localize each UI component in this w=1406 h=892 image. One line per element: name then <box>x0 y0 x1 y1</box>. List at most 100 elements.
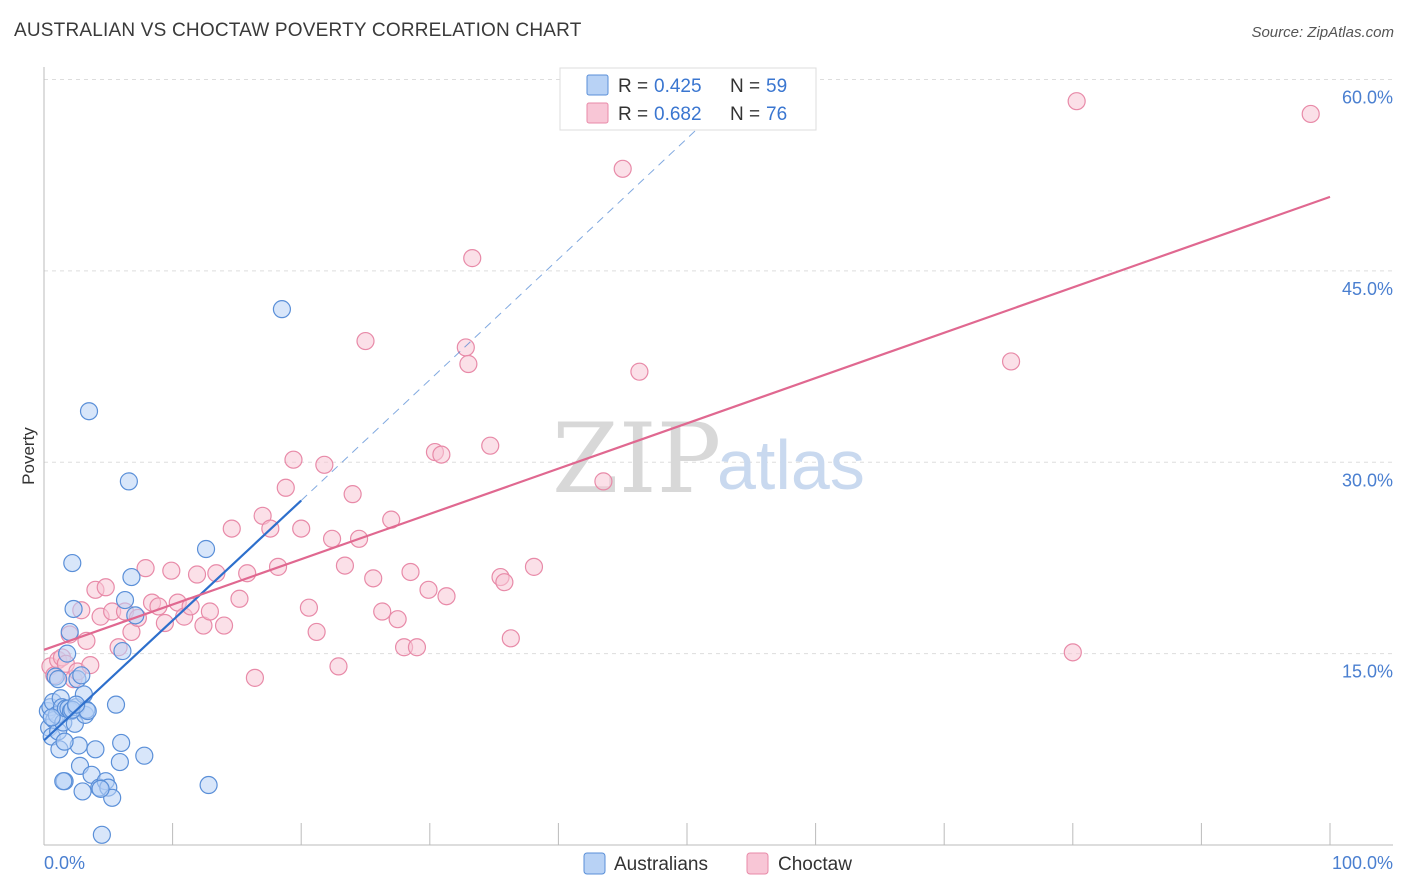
watermark-atlas: atlas <box>717 426 865 504</box>
axes <box>43 67 1393 846</box>
choctaw-point-51 <box>364 569 383 588</box>
bottom-legend-label-australians: Australians <box>614 854 708 875</box>
bottom-legend-swatch-choctaw <box>746 852 769 875</box>
australians-point-41 <box>115 590 135 610</box>
series-legend: Australians Choctaw <box>583 852 852 875</box>
choctaw-trend-line <box>43 195 1331 651</box>
choctaw-point-44 <box>315 455 334 474</box>
legend-r-value-1: 0.425 <box>654 76 702 97</box>
choctaw-point-32 <box>222 519 241 538</box>
legend-n-label-1: N = <box>730 76 760 97</box>
choctaw-point-54 <box>388 610 407 629</box>
choctaw-point-71 <box>613 159 632 178</box>
choctaw-point-74 <box>1063 643 1082 662</box>
legend-r-value-2: 0.682 <box>654 104 702 125</box>
choctaw-point-69 <box>524 557 544 576</box>
australians-point-26 <box>72 666 91 685</box>
australians-point-58 <box>55 732 74 751</box>
australians-point-35 <box>92 825 111 844</box>
y-tick-labels: 15.0% 30.0% 45.0% 60.0% <box>1342 88 1393 682</box>
bottom-legend-swatch-australians <box>583 852 606 875</box>
choctaw-point-73 <box>1001 352 1021 371</box>
choctaw-points <box>41 92 1320 689</box>
choctaw-point-67 <box>495 573 514 592</box>
trend-lines <box>43 99 1331 742</box>
y-tick-label-3: 60.0% <box>1342 88 1393 108</box>
australians-point-42 <box>119 472 138 491</box>
choctaw-point-22 <box>155 613 174 633</box>
choctaw-point-43 <box>307 622 326 642</box>
choctaw-point-19 <box>136 559 155 578</box>
choctaw-point-57 <box>407 638 427 657</box>
watermark: ZIP atlas <box>552 403 865 515</box>
bottom-legend-label-choctaw: Choctaw <box>778 854 852 875</box>
legend-r-label-2: R = <box>618 104 648 125</box>
legend-n-value-2: 76 <box>766 104 787 125</box>
choctaw-point-13 <box>96 578 115 597</box>
australians-point-48 <box>272 300 292 319</box>
australians-point-15 <box>58 644 77 663</box>
choctaw-point-41 <box>292 519 311 538</box>
australians-point-47 <box>199 775 218 795</box>
choctaw-point-39 <box>276 478 295 497</box>
choctaw-point-62 <box>456 338 475 357</box>
australians-trend-line <box>43 499 302 742</box>
choctaw-point-64 <box>463 249 482 268</box>
legend-swatch-choctaw <box>586 102 609 124</box>
choctaw-point-45 <box>322 529 342 548</box>
x-tick-min: 0.0% <box>44 853 85 873</box>
y-tick-label-2: 45.0% <box>1342 279 1393 299</box>
y-tick-label-0: 15.0% <box>1342 662 1393 682</box>
stats-legend: R = 0.425 N = 59 R = 0.682 N = 76 <box>559 67 817 131</box>
australians-point-53 <box>49 670 68 689</box>
australians-point-56 <box>110 752 129 772</box>
legend-swatch-australians <box>586 74 609 96</box>
choctaw-point-33 <box>230 589 249 608</box>
source-credit: Source: ZipAtlas.com <box>1251 24 1394 41</box>
australians-point-54 <box>67 695 86 714</box>
australians-point-57 <box>113 641 132 661</box>
legend-n-label-2: N = <box>730 104 760 125</box>
choctaw-point-48 <box>343 485 362 504</box>
australians-point-19 <box>63 553 82 573</box>
choctaw-point-75 <box>1067 92 1086 111</box>
legend-r-label-1: R = <box>618 76 648 97</box>
choctaw-point-65 <box>481 436 500 455</box>
australians-point-33 <box>86 740 105 759</box>
choctaw-point-72 <box>630 362 649 381</box>
y-axis-label: Poverty <box>19 427 38 485</box>
australians-point-39 <box>106 695 126 714</box>
australians-point-55 <box>91 779 110 798</box>
choctaw-point-63 <box>459 354 478 374</box>
australians-point-45 <box>135 746 154 765</box>
chart-title: AUSTRALIAN VS CHOCTAW POVERTY CORRELATIO… <box>14 20 582 41</box>
choctaw-point-70 <box>594 472 613 491</box>
australians-point-31 <box>79 402 99 421</box>
y-tick-label-1: 30.0% <box>1342 470 1393 490</box>
choctaw-point-47 <box>335 556 355 575</box>
choctaw-point-52 <box>373 602 392 621</box>
choctaw-point-23 <box>162 561 181 580</box>
choctaw-point-61 <box>437 587 456 606</box>
choctaw-point-46 <box>329 657 348 676</box>
australians-point-20 <box>64 599 83 619</box>
australians-point-49 <box>54 772 73 791</box>
legend-n-value-1: 59 <box>766 76 787 97</box>
choctaw-point-27 <box>187 565 207 584</box>
choctaw-point-58 <box>419 580 438 599</box>
australians-point-40 <box>112 733 131 753</box>
choctaw-point-42 <box>299 598 319 617</box>
australians-point-52 <box>42 708 61 727</box>
australians-point-43 <box>122 567 141 587</box>
choctaw-point-35 <box>245 668 265 687</box>
choctaw-point-56 <box>401 562 420 582</box>
choctaw-point-31 <box>214 616 234 635</box>
x-tick-max: 100.0% <box>1332 853 1393 873</box>
choctaw-point-68 <box>501 629 520 648</box>
choctaw-point-40 <box>284 450 303 469</box>
choctaw-point-76 <box>1301 104 1320 124</box>
choctaw-point-29 <box>200 602 219 621</box>
australians-point-27 <box>73 782 92 801</box>
choctaw-point-50 <box>356 331 375 351</box>
